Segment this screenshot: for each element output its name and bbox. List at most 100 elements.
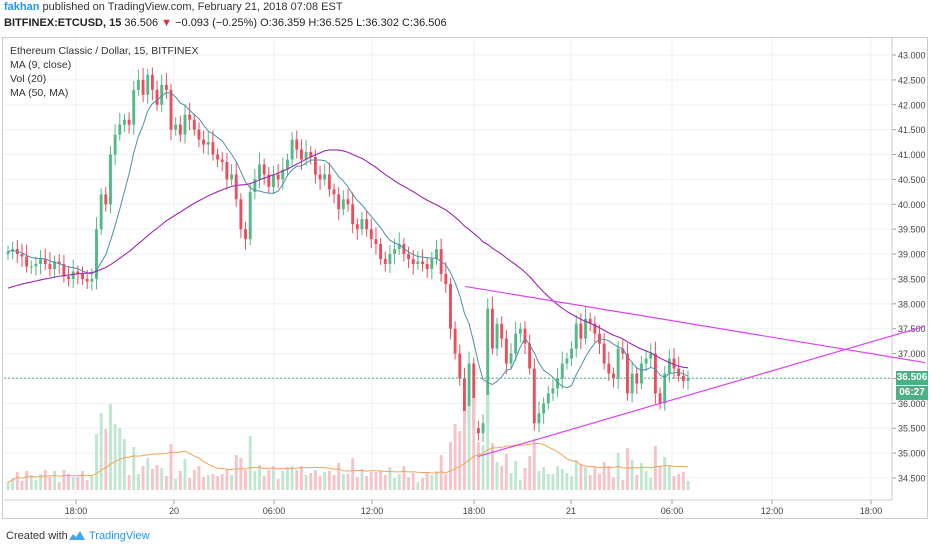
volume-bar — [612, 477, 615, 490]
volume-bar — [435, 471, 438, 490]
candle-body — [672, 358, 676, 369]
volume-bar — [602, 462, 606, 490]
volume-bar — [458, 431, 462, 490]
chart-frame — [2, 37, 928, 519]
volume-bar — [397, 474, 401, 490]
volume-bar — [127, 475, 131, 490]
candle-body — [532, 368, 536, 424]
volume-bar — [113, 424, 117, 490]
candle-body — [109, 154, 112, 205]
candle-body — [295, 139, 299, 150]
volume-bar — [327, 471, 331, 490]
candle-body — [425, 264, 429, 269]
volume-bar — [598, 474, 601, 490]
volume-bar — [206, 475, 210, 490]
volume-bar — [686, 480, 690, 490]
volume-bar — [393, 478, 397, 490]
candle-body — [598, 333, 601, 344]
candle-body — [337, 194, 341, 210]
candle-body — [267, 174, 271, 187]
volume-bar — [462, 411, 466, 490]
candle-body — [20, 254, 24, 257]
last-price: 36.506 — [124, 17, 159, 29]
candle-body — [99, 194, 103, 230]
candle-body — [258, 164, 261, 180]
y-tick-label: 38.500 — [898, 274, 926, 284]
candle-body — [658, 393, 662, 404]
candle-body — [71, 271, 75, 279]
volume-bar — [15, 472, 19, 490]
ma9-line — [7, 92, 689, 389]
volume-bar — [388, 467, 392, 490]
candle-body — [183, 114, 187, 135]
candle-body — [67, 276, 70, 279]
volume-bar — [588, 475, 592, 490]
volume-bar — [607, 466, 611, 490]
volume-bar — [504, 454, 508, 490]
volume-bar — [476, 442, 480, 490]
volume-bar — [276, 479, 280, 490]
legend-ma9[interactable]: MA (9, close) — [10, 59, 72, 71]
legend-ma50[interactable]: MA (50, MA) — [10, 87, 69, 99]
volume-bar — [360, 469, 364, 490]
x-tick-label: 18:00 — [463, 506, 486, 516]
candle-body — [48, 264, 52, 269]
candle-body — [379, 244, 383, 260]
volume-bar — [495, 462, 499, 490]
volume-bar — [290, 466, 294, 490]
tradingview-brand[interactable]: TradingView — [89, 530, 150, 542]
candle-body — [435, 249, 438, 260]
volume-bar — [411, 473, 415, 490]
volume-bar — [635, 475, 639, 490]
candle-body — [164, 84, 168, 90]
x-tick-label: 21 — [566, 506, 576, 516]
volume-bar — [351, 458, 355, 490]
volume-bar — [500, 466, 504, 490]
candle-body — [248, 191, 252, 240]
tradingview-logo-icon[interactable] — [68, 528, 86, 542]
candle-body — [612, 373, 615, 379]
volume-bar — [639, 463, 643, 490]
price-change: −0.093 (−0.25%) — [175, 17, 258, 29]
volume-bar — [141, 466, 145, 490]
volume-bar — [132, 447, 136, 490]
candle-body — [141, 79, 145, 95]
candle-body — [276, 174, 280, 180]
volume-bar — [472, 398, 476, 490]
down-arrow-icon: ▼ — [161, 17, 173, 29]
published-text: published on TradingView.com, February 2… — [42, 1, 343, 13]
candle-body — [29, 266, 33, 268]
volume-bar — [39, 474, 43, 490]
volume-bar — [99, 413, 103, 490]
volume-bar — [146, 458, 150, 490]
candle-body — [272, 174, 275, 187]
candle-body — [486, 308, 490, 424]
volume-bar — [365, 476, 369, 490]
candle-body — [383, 259, 387, 265]
volume-bar — [425, 472, 429, 490]
candle-body — [649, 353, 653, 359]
candle-body — [626, 353, 629, 394]
y-tick-label: 36.000 — [898, 399, 926, 409]
volume-bar — [62, 470, 66, 490]
author-name[interactable]: fakhan — [4, 1, 40, 13]
volume-ma-line — [7, 442, 689, 483]
legend-vol[interactable]: Vol (20) — [10, 73, 47, 85]
candle-body — [127, 119, 131, 125]
candle-body — [262, 164, 266, 175]
volume-bar — [85, 480, 89, 490]
candle-body — [476, 428, 480, 434]
candle-body — [663, 373, 667, 404]
candle-body — [323, 174, 327, 180]
volume-bar — [355, 477, 359, 490]
volume-bar — [104, 429, 108, 490]
volume-bar — [43, 470, 47, 490]
candle-body — [313, 157, 317, 175]
candle-body — [234, 174, 238, 200]
volume-bar — [20, 481, 24, 490]
candle-body — [462, 378, 466, 424]
volume-bar — [658, 466, 662, 490]
candle-body — [230, 174, 234, 180]
candle-body — [686, 378, 690, 381]
